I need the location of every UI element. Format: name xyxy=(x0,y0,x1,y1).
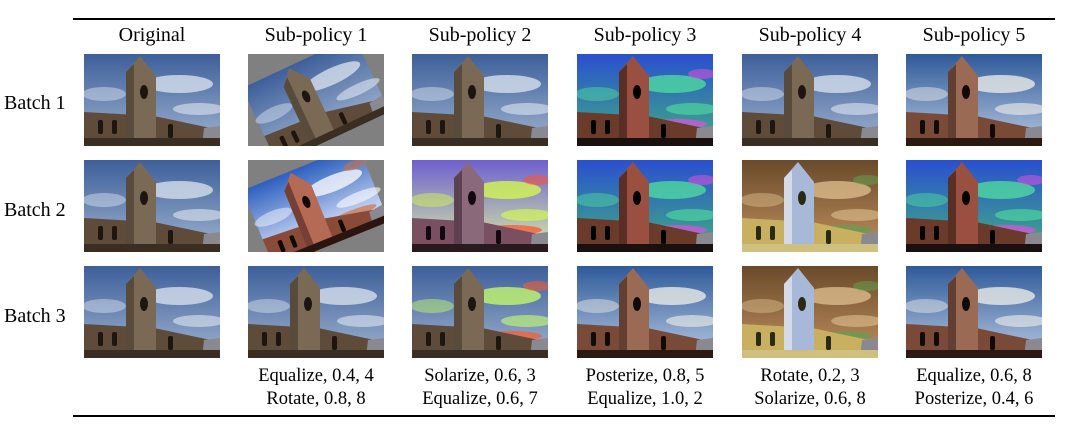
caption-operation-2: Rotate, 0.8, 8 xyxy=(266,389,366,409)
augmented-image-batch-1-col-1 xyxy=(84,54,220,146)
caption-operation-1: Posterize, 0.8, 5 xyxy=(585,366,705,386)
caption-operation-2: Equalize, 0.6, 7 xyxy=(422,389,538,409)
augmented-image-batch-1-col-5 xyxy=(742,54,878,146)
augmented-image-batch-2-col-1 xyxy=(84,160,220,252)
augmented-image-batch-1-col-4 xyxy=(577,54,713,146)
augmented-image-batch-3-col-4 xyxy=(577,266,713,358)
augmented-image-batch-2-col-6 xyxy=(906,160,1042,252)
sub-policy-3-caption: Posterize, 0.8, 5 Equalize, 1.0, 2 xyxy=(560,365,730,411)
column-header-sub-policy-4: Sub-policy 4 xyxy=(758,24,862,46)
caption-operation-2: Solarize, 0.6, 8 xyxy=(754,389,866,409)
sub-policy-1-caption: Equalize, 0.4, 4 Rotate, 0.8, 8 xyxy=(231,365,401,411)
caption-operation-1: Equalize, 0.6, 8 xyxy=(916,366,1032,386)
augmented-image-batch-2-col-2 xyxy=(248,160,384,252)
row-label-batch-3: Batch 3 xyxy=(4,305,66,327)
caption-operation-1: Equalize, 0.4, 4 xyxy=(258,366,374,386)
column-header-sub-policy-2: Sub-policy 2 xyxy=(428,24,532,46)
row-label-batch-1: Batch 1 xyxy=(4,92,66,114)
column-header-original: Original xyxy=(118,24,186,46)
augmented-image-batch-3-col-5 xyxy=(742,266,878,358)
caption-operation-2: Equalize, 1.0, 2 xyxy=(587,389,703,409)
column-header-sub-policy-3: Sub-policy 3 xyxy=(593,24,697,46)
augmented-image-batch-2-col-4 xyxy=(577,160,713,252)
caption-operation-1: Rotate, 0.2, 3 xyxy=(760,366,860,386)
column-header-sub-policy-1: Sub-policy 1 xyxy=(264,24,368,46)
top-rule xyxy=(73,18,1055,20)
caption-operation-1: Solarize, 0.6, 3 xyxy=(424,366,536,386)
augmented-image-batch-3-col-3 xyxy=(412,266,548,358)
bottom-rule xyxy=(73,415,1055,417)
augmented-image-batch-3-col-2 xyxy=(248,266,384,358)
augmented-image-batch-1-col-6 xyxy=(906,54,1042,146)
augmented-image-batch-3-col-6 xyxy=(906,266,1042,358)
sub-policy-5-caption: Equalize, 0.6, 8 Posterize, 0.4, 6 xyxy=(889,365,1059,411)
caption-operation-2: Posterize, 0.4, 6 xyxy=(914,389,1034,409)
row-label-batch-2: Batch 2 xyxy=(4,199,66,221)
augmented-image-batch-1-col-2 xyxy=(248,54,384,146)
augmented-image-batch-2-col-3 xyxy=(412,160,548,252)
augmented-image-batch-1-col-3 xyxy=(412,54,548,146)
augmented-image-batch-3-col-1 xyxy=(84,266,220,358)
column-header-sub-policy-5: Sub-policy 5 xyxy=(922,24,1026,46)
sub-policy-4-caption: Rotate, 0.2, 3 Solarize, 0.6, 8 xyxy=(725,365,895,411)
augmented-image-batch-2-col-5 xyxy=(742,160,878,252)
sub-policy-2-caption: Solarize, 0.6, 3 Equalize, 0.6, 7 xyxy=(395,365,565,411)
